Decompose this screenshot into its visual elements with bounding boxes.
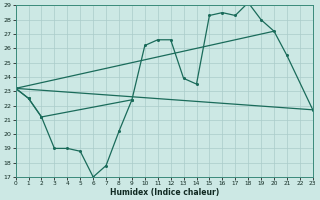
X-axis label: Humidex (Indice chaleur): Humidex (Indice chaleur) — [109, 188, 219, 197]
